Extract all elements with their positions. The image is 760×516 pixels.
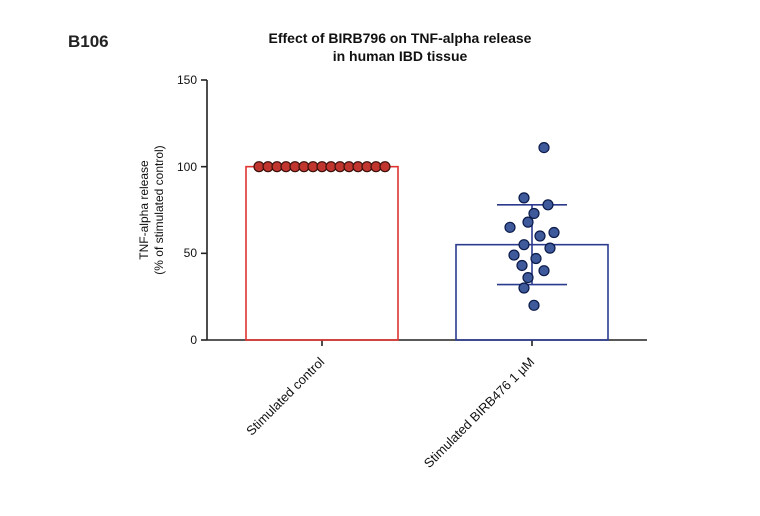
x-category-label: Stimulated BIRB476 1 µM (315, 354, 538, 516)
y-tick-label: 150 (157, 73, 197, 87)
x-category-label: Stimulated control (105, 354, 328, 516)
y-tick-label: 0 (157, 333, 197, 347)
chart-title: Effect of BIRB796 on TNF-alpha release i… (210, 30, 590, 65)
chart-page: { "panel_label": "B106", "panel_label_fo… (0, 0, 760, 516)
y-axis-title: TNF-alpha release (% of stimulated contr… (137, 110, 167, 310)
y-tick-label: 100 (157, 160, 197, 174)
chart-plot (207, 80, 647, 340)
y-tick-label: 50 (157, 246, 197, 260)
panel-label: B106 (68, 32, 109, 52)
